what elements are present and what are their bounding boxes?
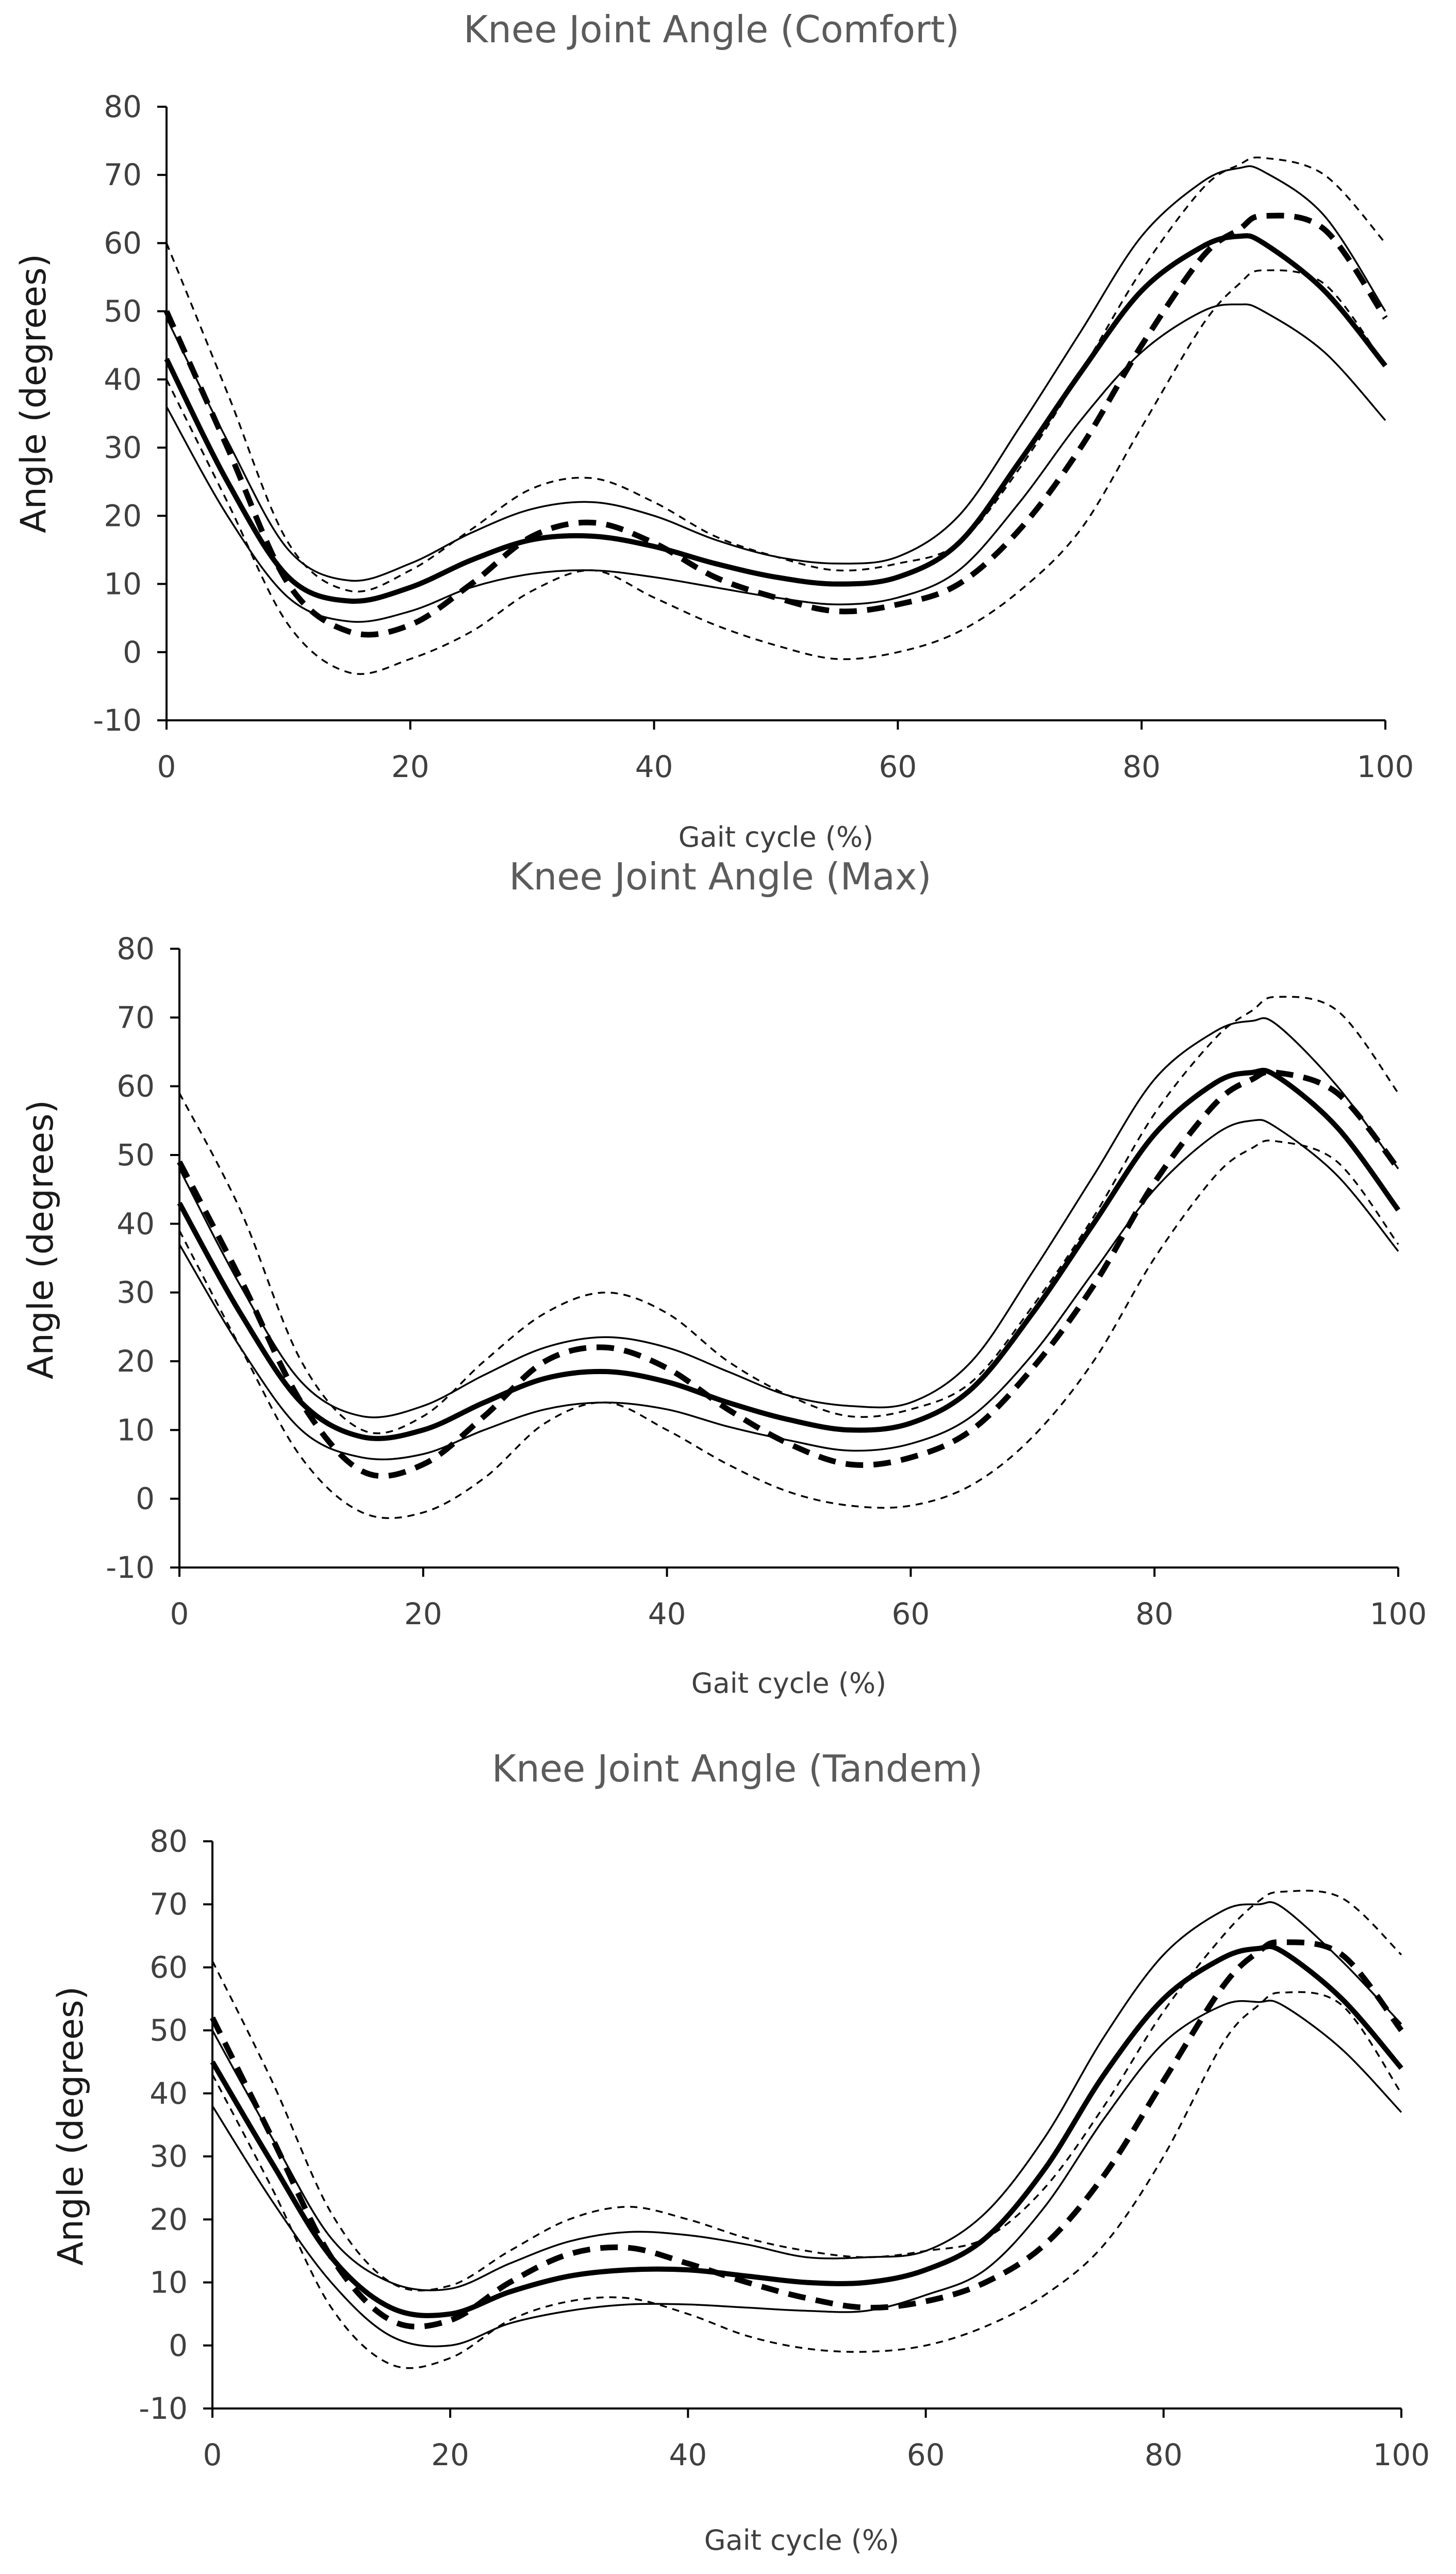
series-line-group1-mean <box>164 233 1387 604</box>
x-tick-label: 20 <box>391 749 429 784</box>
series-line-group1-lower <box>211 2000 1402 2348</box>
x-tick-label: 0 <box>157 749 176 784</box>
series-line-group2-mean <box>210 1939 1404 2330</box>
y-tick-label: 30 <box>104 430 142 465</box>
chart-title: Knee Joint Angle (Comfort) <box>464 8 959 51</box>
y-tick-label: 60 <box>104 225 142 260</box>
x-tick-label: 0 <box>170 1596 189 1631</box>
y-tick-label: 0 <box>136 1481 155 1516</box>
series-line-group2-mean <box>177 1069 1401 1479</box>
y-tick-label: 30 <box>150 2139 188 2174</box>
y-tick-label: 40 <box>104 362 142 397</box>
y-tick-label: 10 <box>150 2265 188 2300</box>
y-tick-label: -10 <box>93 703 142 738</box>
series-line-group1-mean <box>210 1943 1403 2318</box>
y-tick-label: 70 <box>104 157 142 192</box>
x-tick-label: 60 <box>879 749 917 784</box>
x-axis-label: Gait cycle (%) <box>691 1667 886 1700</box>
x-tick-label: 100 <box>1357 749 1414 784</box>
x-tick-label: 40 <box>669 2437 707 2472</box>
y-tick-label: 50 <box>104 294 142 329</box>
y-tick-label: 20 <box>117 1344 155 1379</box>
series-line-group2-mean <box>163 212 1388 638</box>
y-tick-label: 60 <box>150 1950 188 1985</box>
y-tick-label: 50 <box>150 2013 188 2048</box>
series-line-group2-upper <box>178 996 1399 1434</box>
x-tick-label: 0 <box>203 2437 222 2472</box>
y-tick-label: 60 <box>117 1069 155 1104</box>
y-tick-label: 80 <box>104 89 142 124</box>
x-tick-label: 80 <box>1135 1596 1173 1631</box>
x-tick-label: 40 <box>635 749 673 784</box>
y-tick-label: 80 <box>117 931 155 966</box>
y-tick-label: 10 <box>117 1412 155 1447</box>
x-axis-label: Gait cycle (%) <box>704 2524 899 2556</box>
y-axis-label: Angle (degrees) <box>13 254 54 533</box>
series-line-group2-lower <box>178 1140 1399 1519</box>
y-tick-label: 50 <box>117 1137 155 1173</box>
series-line-group2-upper <box>211 1890 1402 2291</box>
chart-panel-max: Knee Joint Angle (Max) Angle (degrees) G… <box>21 855 1427 1700</box>
series-line-group1-upper <box>166 165 1386 582</box>
y-tick-label: 0 <box>123 635 142 670</box>
series-line-group1-mean <box>177 1067 1401 1441</box>
x-tick-label: 20 <box>404 1596 442 1631</box>
x-axis-label: Gait cycle (%) <box>679 821 873 853</box>
y-tick-label: 0 <box>169 2328 188 2363</box>
series-line-group1-lower <box>178 1119 1399 1461</box>
y-tick-label: -10 <box>106 1550 155 1585</box>
y-axis-label: Angle (degrees) <box>21 1100 61 1379</box>
chart-panel-tandem: Knee Joint Angle (Tandem) Angle (degrees… <box>51 1747 1430 2556</box>
y-axis-label: Angle (degrees) <box>51 1986 91 2266</box>
x-tick-label: 80 <box>1145 2437 1183 2472</box>
x-tick-label: 80 <box>1122 749 1161 784</box>
chart-title: Knee Joint Angle (Max) <box>509 855 931 898</box>
chart-title: Knee Joint Angle (Tandem) <box>492 1747 983 1790</box>
x-tick-label: 60 <box>891 1596 930 1631</box>
x-tick-label: 100 <box>1370 1596 1427 1631</box>
series-line-group1-lower <box>166 303 1386 623</box>
y-tick-label: 80 <box>150 1824 188 1859</box>
x-tick-label: 40 <box>648 1596 686 1631</box>
y-tick-label: 70 <box>117 1000 155 1035</box>
series-line-group2-upper <box>166 156 1386 593</box>
x-tick-label: 20 <box>431 2437 469 2472</box>
y-tick-label: 10 <box>104 567 142 602</box>
y-tick-label: 20 <box>104 498 142 533</box>
series-line-group2-lower <box>166 269 1386 675</box>
y-tick-label: 40 <box>117 1206 155 1241</box>
series-line-group1-upper <box>211 1901 1402 2291</box>
y-tick-label: 40 <box>150 2076 188 2111</box>
y-tick-label: -10 <box>139 2391 188 2426</box>
chart-panel-comfort: Knee Joint Angle (Comfort) Angle (degree… <box>13 8 1414 853</box>
y-tick-label: 30 <box>117 1275 155 1310</box>
x-tick-label: 60 <box>907 2437 945 2472</box>
y-tick-label: 70 <box>150 1887 188 1922</box>
series-line-group1-upper <box>178 1017 1399 1418</box>
x-tick-label: 100 <box>1373 2437 1430 2472</box>
y-tick-label: 20 <box>150 2202 188 2237</box>
